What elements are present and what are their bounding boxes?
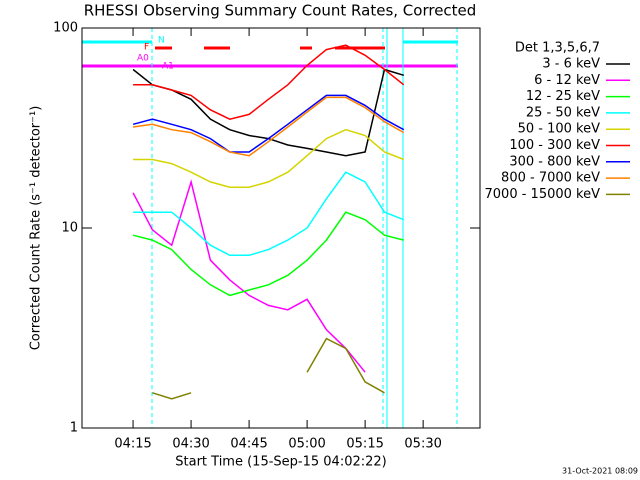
legend-label: 300 - 800 keV [509,154,600,169]
series-line [133,171,405,257]
annotation: A1 [162,62,174,72]
series-line [132,68,405,157]
x-tick-label: 04:45 [230,437,267,452]
legend-label: 7000 - 15000 keV [485,187,601,202]
series-line [132,94,405,153]
y-tick-label: 10 [61,221,78,236]
legend-label: 25 - 50 keV [526,105,600,120]
series-line [152,337,385,400]
annotation: F [144,43,149,53]
legend-label: 12 - 25 keV [526,89,600,104]
series-line [132,179,366,373]
series-line [132,96,405,157]
x-tick-label: 05:15 [346,437,383,452]
annotation: N [158,36,165,46]
legend-label: 6 - 12 keV [534,73,600,88]
x-tick-label: 05:30 [404,437,441,452]
legend-label: 100 - 300 keV [509,138,600,153]
annotation: A0 [137,54,149,64]
legend-title: Det 1,3,5,6,7 [515,41,600,56]
x-tick-label: 05:00 [288,437,325,452]
chart-title: RHESSI Observing Summary Count Rates, Co… [84,2,477,20]
overlays: N F A0 A1 [82,28,458,428]
x-tick-label: 04:15 [114,437,151,452]
y-axis-label: Corrected Count Rate (s⁻¹ detector⁻¹) [29,106,44,351]
legend-label: 3 - 6 keV [542,57,600,72]
x-axis-label: Start Time (15-Sep-15 04:02:22) [175,455,386,470]
y-tick-label: 1 [70,421,78,436]
timestamp: 31-Oct-2021 08:09 [562,467,638,476]
legend-label: 50 - 100 keV [518,122,601,137]
legend-label: 800 - 7000 keV [501,171,600,186]
series-line [133,44,405,120]
y-tick-label: 100 [53,21,78,36]
x-tick-label: 04:30 [172,437,209,452]
series-line [133,128,405,188]
series-line [132,211,404,297]
plot-frame [81,27,481,429]
